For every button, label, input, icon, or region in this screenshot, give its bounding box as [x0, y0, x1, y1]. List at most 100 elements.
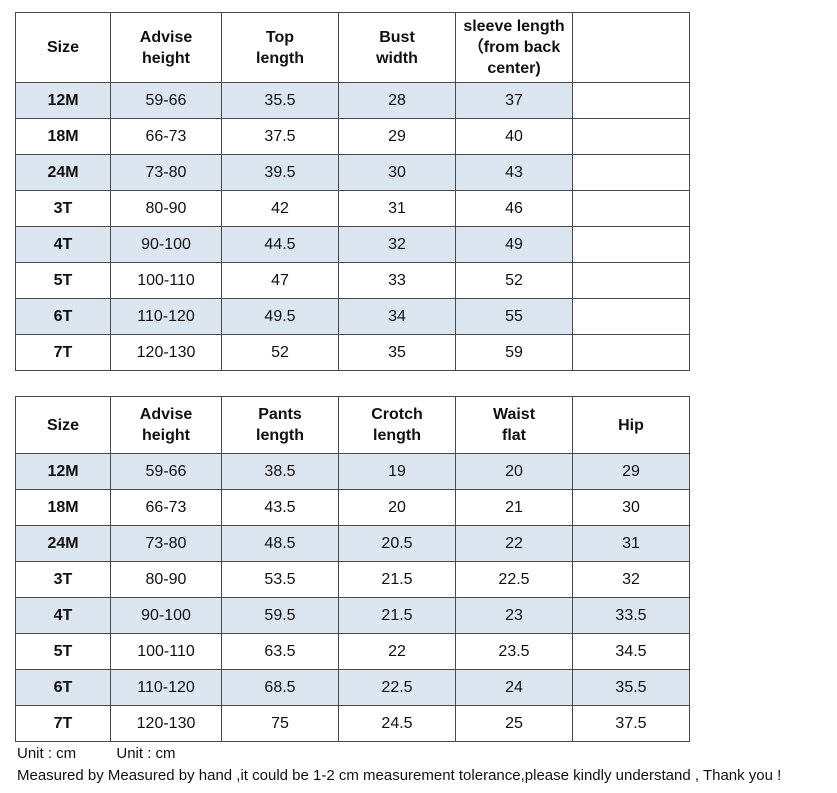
- table-cell: 38.5: [221, 453, 339, 490]
- table-cell: [572, 154, 690, 191]
- column-header: Top length: [221, 12, 339, 83]
- table-cell: 21.5: [338, 561, 456, 598]
- table-cell: 110-120: [110, 669, 222, 706]
- table-cell: [572, 226, 690, 263]
- table-cell: 20: [338, 489, 456, 526]
- table-cell: 29: [572, 453, 690, 490]
- table-cell: 40: [455, 118, 573, 155]
- size-cell: 7T: [15, 334, 111, 371]
- table-cell: 29: [338, 118, 456, 155]
- table-cell: 100-110: [110, 262, 222, 299]
- table-row: 7T 120-130 75 24.5 25 37.5: [15, 705, 690, 742]
- size-cell: 7T: [15, 705, 111, 742]
- table-cell: 33.5: [572, 597, 690, 634]
- table-row: 12M 59-66 35.5 28 37: [15, 82, 690, 119]
- measurement-note: Measured by Measured by hand ,it could b…: [17, 767, 782, 784]
- size-cell: 24M: [15, 525, 111, 562]
- table-cell: 46: [455, 190, 573, 227]
- table-cell: 31: [338, 190, 456, 227]
- table-cell: 33: [338, 262, 456, 299]
- table-cell: 22.5: [455, 561, 573, 598]
- unit-label: Unit : cm: [17, 745, 77, 762]
- table-row: 6T 110-120 68.5 22.5 24 35.5: [15, 669, 690, 706]
- table-row: 4T 90-100 59.5 21.5 23 33.5: [15, 597, 690, 634]
- table-cell: [572, 82, 690, 119]
- table-cell: 55: [455, 298, 573, 335]
- column-header: sleeve length （from back center): [455, 12, 573, 83]
- size-cell: 4T: [15, 597, 111, 634]
- table-cell: 110-120: [110, 298, 222, 335]
- unit-line: Unit : cm Unit : cm: [17, 745, 176, 762]
- table-cell: 23: [455, 597, 573, 634]
- table-cell: 43: [455, 154, 573, 191]
- table-cell: [572, 262, 690, 299]
- top-table-body: Size Advise height Top length Bust width sle…: [15, 12, 690, 371]
- table-cell: 49.5: [221, 298, 339, 335]
- table-cell: 47: [221, 262, 339, 299]
- table-cell: 90-100: [110, 597, 222, 634]
- table-cell: [572, 298, 690, 335]
- table-cell: 23.5: [455, 633, 573, 670]
- table-cell: 52: [221, 334, 339, 371]
- size-cell: 6T: [15, 669, 111, 706]
- table-cell: 21: [455, 489, 573, 526]
- table-row: 24M 73-80 48.5 20.5 22 31: [15, 525, 690, 562]
- table-cell: 24: [455, 669, 573, 706]
- table-cell: 21.5: [338, 597, 456, 634]
- table-cell: 53.5: [221, 561, 339, 598]
- size-cell: 24M: [15, 154, 111, 191]
- column-header: Size: [15, 396, 111, 454]
- column-header: Advise height: [110, 396, 222, 454]
- table-cell: 30: [338, 154, 456, 191]
- table-cell: 66-73: [110, 118, 222, 155]
- table-cell: 49: [455, 226, 573, 263]
- table-cell: 66-73: [110, 489, 222, 526]
- table-row: 3T 80-90 42 31 46: [15, 190, 690, 227]
- header-row: Size Advise height Top length Bust width sle…: [15, 12, 690, 83]
- column-header: Advise height: [110, 12, 222, 83]
- table-row: 6T 110-120 49.5 34 55: [15, 298, 690, 335]
- header-row: Size Advise height Pants length Crotch leng…: [15, 396, 690, 454]
- table-cell: 90-100: [110, 226, 222, 263]
- table-cell: 35.5: [221, 82, 339, 119]
- table-row: 5T 100-110 47 33 52: [15, 262, 690, 299]
- size-cell: 6T: [15, 298, 111, 335]
- table-cell: 35.5: [572, 669, 690, 706]
- table-cell: 37: [455, 82, 573, 119]
- unit-label: Unit : cm: [116, 745, 176, 762]
- size-cell: 12M: [15, 82, 111, 119]
- table-cell: 22.5: [338, 669, 456, 706]
- size-cell: 3T: [15, 190, 111, 227]
- table-cell: 59.5: [221, 597, 339, 634]
- table-cell: 42: [221, 190, 339, 227]
- table-row: 7T 120-130 52 35 59: [15, 334, 690, 371]
- table-cell: 37.5: [572, 705, 690, 742]
- size-cell: 18M: [15, 118, 111, 155]
- size-cell: 4T: [15, 226, 111, 263]
- table-cell: 34.5: [572, 633, 690, 670]
- pants-size-table: Size Advise height Pants length Crotch leng…: [15, 396, 690, 742]
- table-cell: 59-66: [110, 82, 222, 119]
- column-header: Hip: [572, 396, 690, 454]
- table-cell: 59: [455, 334, 573, 371]
- column-header: [572, 12, 690, 83]
- table-row: 18M 66-73 43.5 20 21 30: [15, 489, 690, 526]
- table-cell: 39.5: [221, 154, 339, 191]
- table-cell: [572, 118, 690, 155]
- table-cell: 73-80: [110, 154, 222, 191]
- table-row: 24M 73-80 39.5 30 43: [15, 154, 690, 191]
- column-header: Bust width: [338, 12, 456, 83]
- table-cell: [572, 334, 690, 371]
- table-cell: 30: [572, 489, 690, 526]
- table-cell: 19: [338, 453, 456, 490]
- size-cell: 18M: [15, 489, 111, 526]
- table-cell: 25: [455, 705, 573, 742]
- column-header: Crotch length: [338, 396, 456, 454]
- table-cell: 32: [572, 561, 690, 598]
- table-cell: 63.5: [221, 633, 339, 670]
- table-cell: 43.5: [221, 489, 339, 526]
- table-cell: 48.5: [221, 525, 339, 562]
- table-cell: 32: [338, 226, 456, 263]
- table-cell: 31: [572, 525, 690, 562]
- table-row: 12M 59-66 38.5 19 20 29: [15, 453, 690, 490]
